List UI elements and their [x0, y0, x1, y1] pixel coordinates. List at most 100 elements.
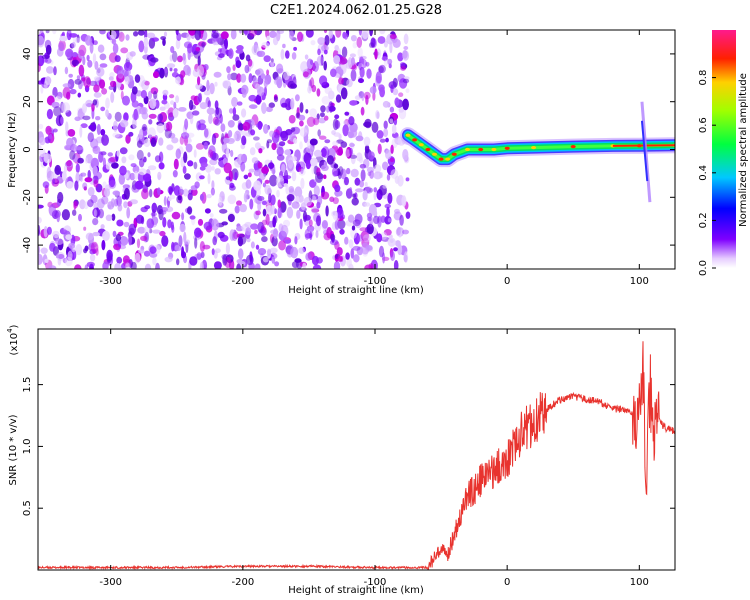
noise-speckle: [168, 132, 176, 139]
noise-speckle: [158, 162, 165, 170]
noise-speckle: [119, 147, 128, 155]
noise-speckle: [220, 31, 229, 40]
noise-speckle: [76, 75, 81, 80]
noise-speckle: [73, 200, 79, 208]
noise-speckle: [134, 180, 144, 190]
noise-speckle: [382, 161, 389, 171]
noise-speckle: [161, 235, 169, 247]
noise-speckle: [343, 120, 348, 125]
noise-speckle: [152, 229, 161, 234]
noise-speckle: [84, 245, 89, 252]
noise-speckle: [132, 165, 140, 174]
noise-speckle: [207, 149, 214, 158]
noise-speckle: [355, 188, 364, 193]
noise-speckle: [176, 195, 183, 204]
noise-speckle: [162, 217, 167, 228]
signal-hotspot: [478, 147, 484, 152]
noise-speckle: [367, 171, 372, 176]
noise-speckle: [69, 143, 78, 153]
noise-speckle: [64, 256, 73, 267]
colorbar-label: Normalized spectral amplitude: [738, 73, 749, 227]
noise-speckle: [262, 208, 267, 217]
noise-speckle: [111, 38, 117, 45]
noise-speckle: [193, 49, 201, 59]
noise-speckle: [128, 131, 134, 137]
snr-panel: -300 -200 -100 0 100 0.5 1.0 1.5 Height of str…: [6, 324, 676, 596]
noise-speckle: [254, 229, 258, 235]
noise-speckle: [263, 123, 269, 134]
noise-speckle: [352, 245, 361, 251]
noise-speckle: [171, 137, 179, 144]
noise-speckle: [268, 192, 272, 204]
noise-speckle: [39, 136, 46, 146]
noise-speckle: [82, 56, 86, 66]
noise-speckle: [385, 149, 392, 160]
noise-speckle: [80, 123, 88, 129]
noise-speckle: [99, 53, 107, 61]
noise-speckle: [268, 162, 275, 170]
noise-speckle: [351, 225, 356, 231]
y-tick-label: 40: [22, 48, 33, 61]
noise-speckle: [284, 239, 291, 244]
noise-speckle: [276, 154, 285, 161]
noise-speckle: [300, 177, 305, 190]
noise-speckle: [362, 190, 368, 201]
noise-speckle: [211, 180, 215, 190]
noise-speckle: [92, 145, 101, 155]
noise-speckle: [173, 185, 181, 196]
noise-speckle: [227, 194, 237, 205]
signal-hotspot: [425, 147, 431, 152]
noise-speckle: [305, 109, 309, 114]
noise-speckle: [337, 255, 343, 262]
noise-speckle: [234, 205, 240, 214]
noise-speckle: [359, 163, 367, 169]
noise-speckle: [248, 73, 253, 84]
noise-speckle: [376, 130, 384, 139]
noise-speckle: [283, 169, 289, 182]
noise-speckle: [352, 219, 361, 227]
noise-speckle: [138, 40, 145, 53]
noise-speckle: [45, 125, 52, 135]
noise-speckle: [230, 30, 237, 40]
colorbar-tick-label: 0.4: [698, 165, 709, 181]
noise-speckle: [60, 229, 68, 235]
noise-speckle: [328, 30, 333, 39]
noise-speckle: [112, 43, 119, 54]
noise-speckle: [86, 261, 95, 268]
noise-speckle: [55, 238, 64, 245]
noise-speckle: [270, 58, 275, 68]
noise-speckle: [269, 130, 275, 137]
noise-speckle: [325, 205, 329, 217]
noise-speckle: [284, 149, 292, 156]
noise-speckle: [333, 55, 341, 65]
noise-speckle: [323, 161, 328, 168]
noise-speckle: [299, 141, 303, 150]
colorbar: 0.0 0.2 0.4 0.6 0.8 Normalized spectral ampl…: [698, 30, 749, 276]
noise-speckle: [309, 108, 317, 117]
noise-speckle: [194, 181, 200, 189]
noise-speckle: [114, 55, 121, 63]
noise-speckle: [175, 76, 181, 85]
noise-speckle: [198, 92, 203, 103]
noise-speckle: [96, 66, 105, 77]
noise-speckle: [71, 59, 80, 66]
noise-speckle: [157, 113, 163, 122]
noise-speckle: [147, 90, 152, 100]
noise-speckle: [269, 174, 278, 187]
noise-speckle: [316, 201, 321, 209]
noise-speckle: [290, 97, 295, 110]
noise-speckle: [360, 106, 365, 116]
noise-speckle: [391, 124, 397, 134]
noise-speckle: [393, 247, 398, 252]
noise-speckle: [373, 191, 377, 201]
noise-speckle: [253, 169, 261, 177]
noise-speckle: [253, 136, 260, 141]
noise-speckle: [241, 108, 247, 118]
noise-speckle: [142, 107, 148, 115]
noise-speckle: [123, 112, 129, 122]
noise-speckle: [309, 231, 313, 240]
noise-speckle: [398, 108, 407, 120]
noise-speckle: [102, 261, 109, 269]
noise-speckle: [139, 158, 145, 168]
bottom-x-axis-ticks: -300 -200 -100 0 100: [99, 329, 649, 588]
